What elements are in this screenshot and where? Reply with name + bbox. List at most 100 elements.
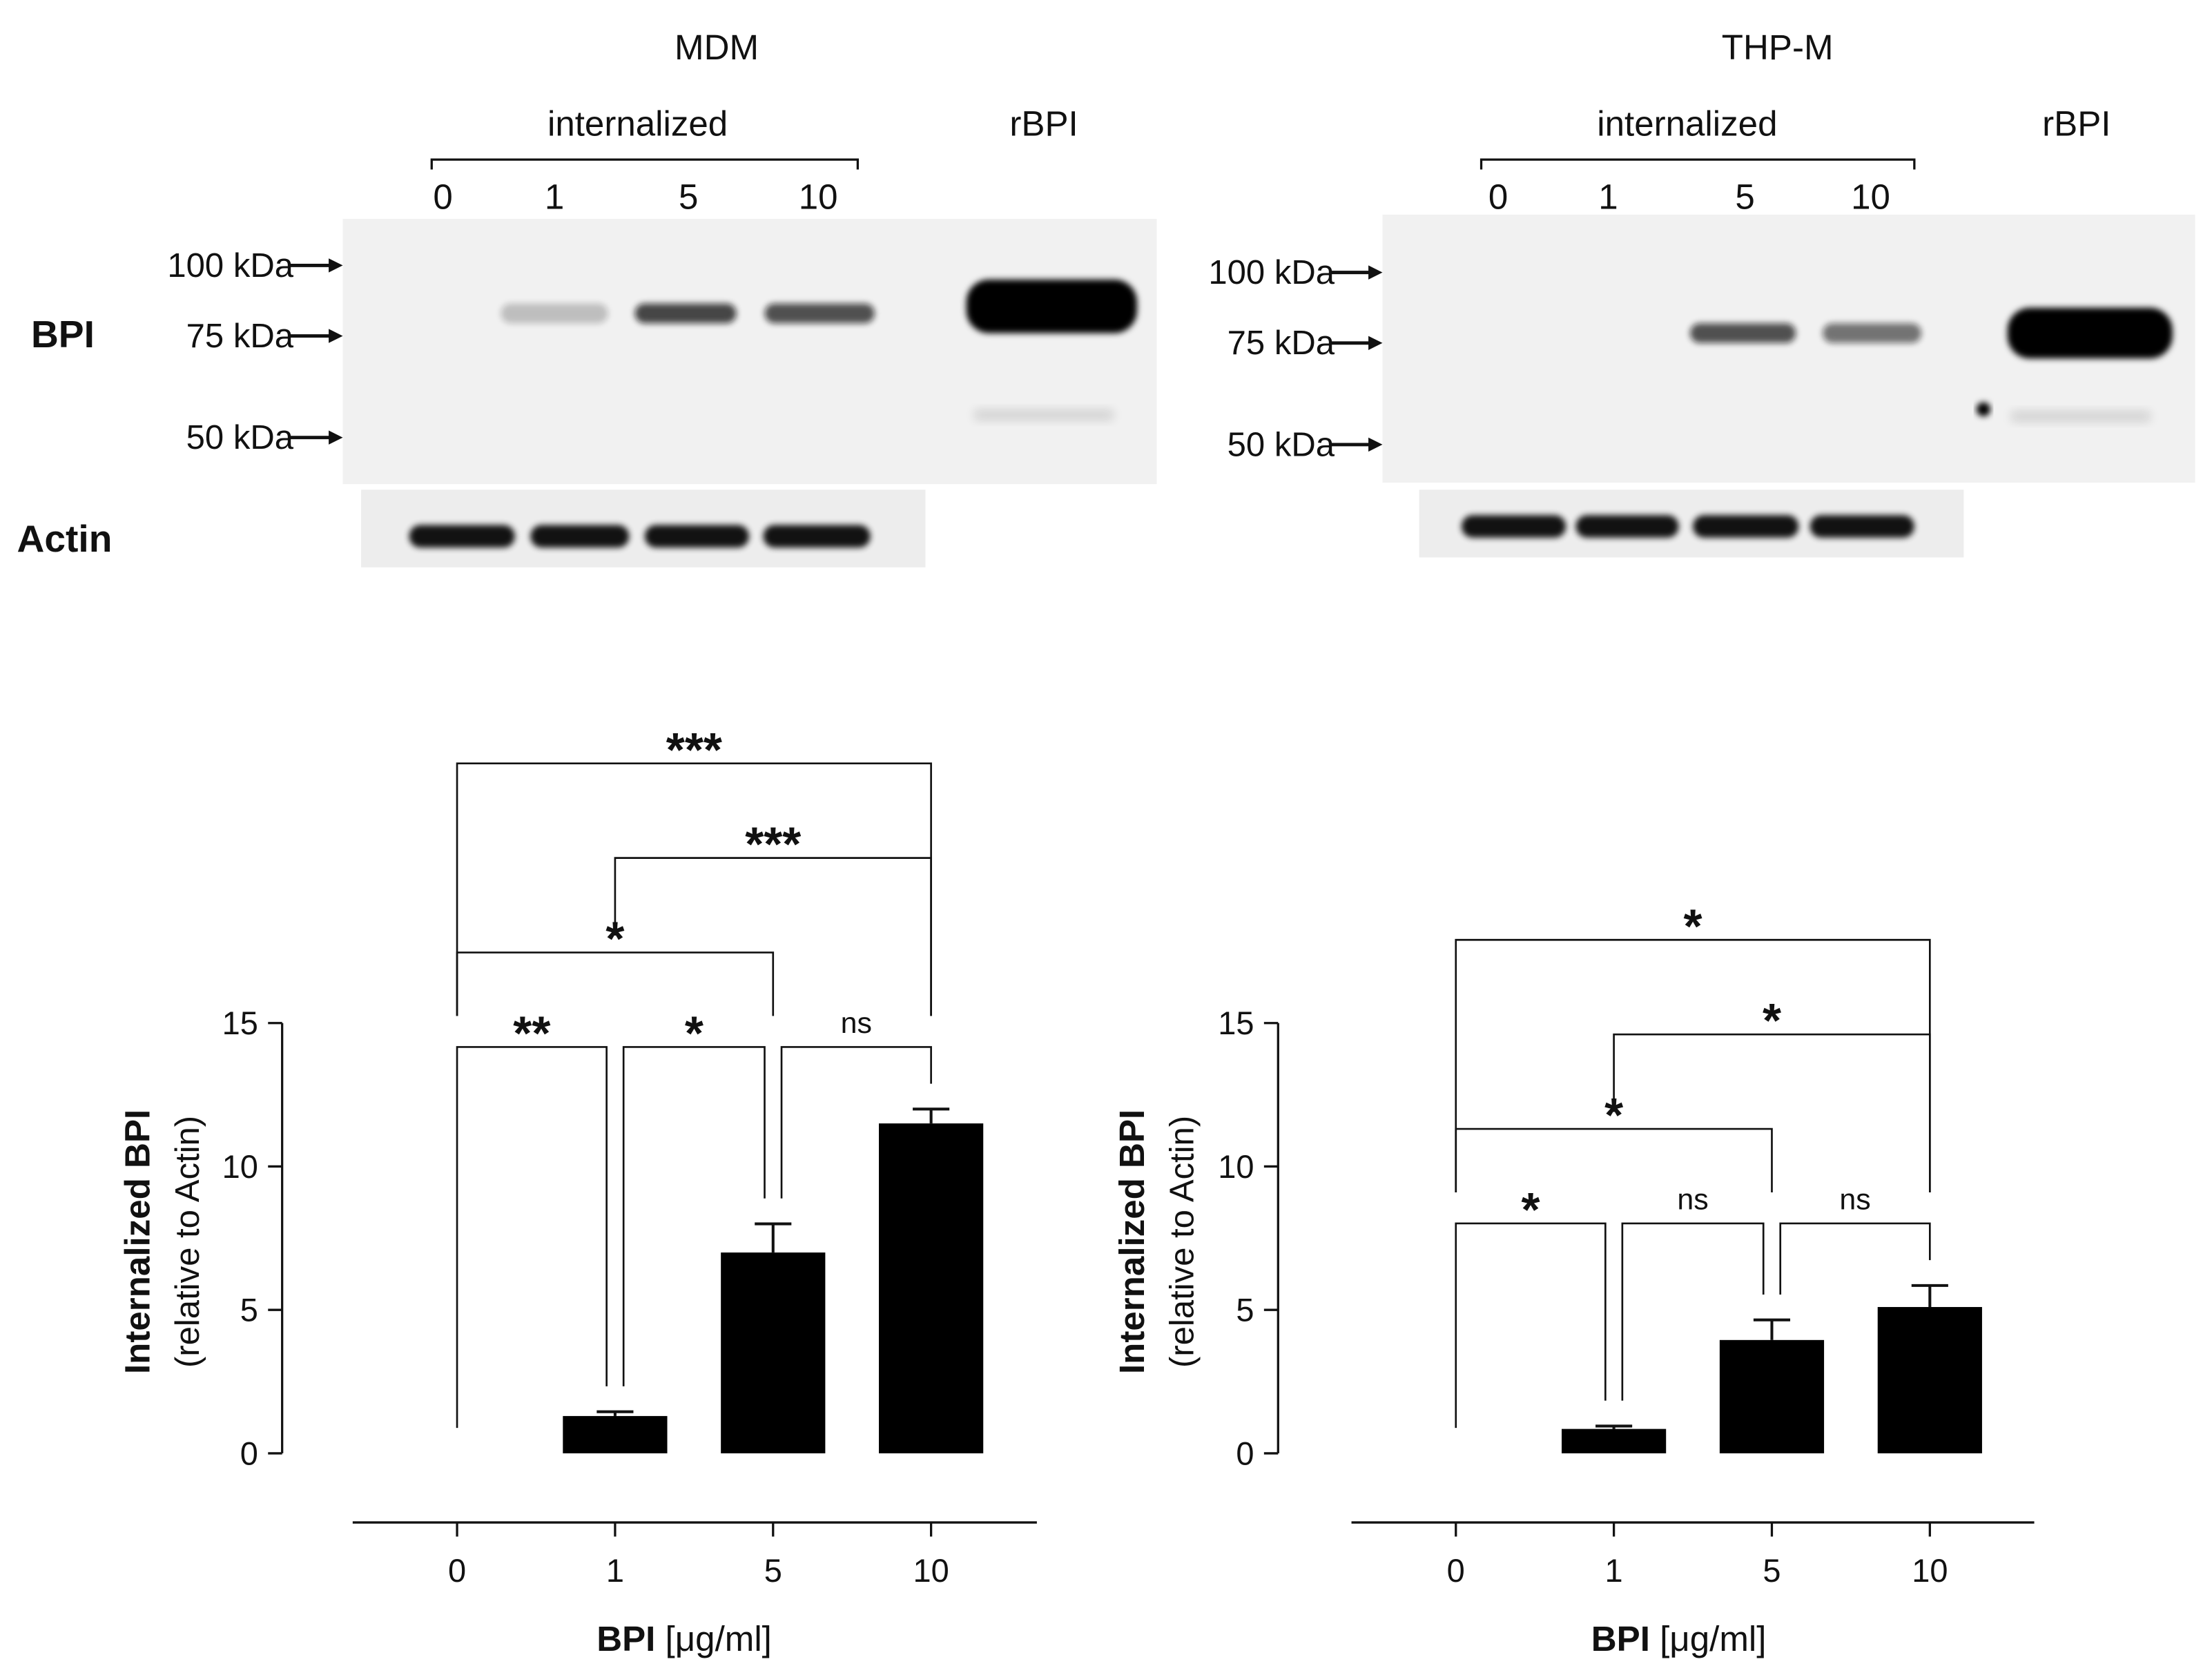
protein-band <box>764 303 875 324</box>
marker-arrowhead <box>1368 265 1383 280</box>
bar <box>721 1252 826 1453</box>
marker-arrowhead <box>329 258 343 273</box>
lane-label: 5 <box>1735 177 1754 217</box>
significance-label: ns <box>1677 1183 1708 1217</box>
marker-arrowhead <box>1368 336 1383 351</box>
marker-label: 100 kDa <box>167 247 293 284</box>
blot-spot <box>1976 402 1991 417</box>
y-axis-subtitle: (relative to Actin) <box>169 1116 206 1368</box>
group-label: internalized <box>547 104 728 143</box>
significance-label: * <box>685 1007 704 1061</box>
x-axis-title-name: BPI <box>596 1619 655 1658</box>
marker-label: 50 kDa <box>1228 426 1335 463</box>
significance-bracket <box>1779 1222 1931 1295</box>
y-tick-label: 0 <box>1236 1435 1254 1471</box>
marker-label: 50 kDa <box>186 419 294 456</box>
lane-label: 1 <box>1598 177 1618 217</box>
lane-label: 0 <box>1488 177 1508 217</box>
faint-band <box>973 409 1115 421</box>
actin-band <box>763 525 871 548</box>
reference-lane-label: rBPI <box>2042 104 2111 143</box>
bar <box>879 1123 984 1453</box>
error-bar <box>755 1222 792 1253</box>
significance-label: * <box>1522 1183 1540 1237</box>
y-tick-label: 15 <box>222 1005 258 1041</box>
lane-label: 10 <box>1851 177 1890 217</box>
group-bracket <box>430 158 860 170</box>
group-label: internalized <box>1597 104 1777 143</box>
y-tick-label: 5 <box>240 1292 258 1328</box>
lane-label: 0 <box>433 177 452 217</box>
group-bracket <box>1479 158 1916 170</box>
x-tick-label: 10 <box>913 1552 949 1589</box>
lane-label: 5 <box>679 177 698 217</box>
marker-label: 100 kDa <box>1208 254 1335 291</box>
x-tick-label: 0 <box>448 1552 466 1589</box>
x-axis-title-name: BPI <box>1591 1619 1650 1658</box>
reference-band <box>966 279 1137 333</box>
actin-band <box>1461 515 1566 538</box>
x-axis-title: BPI [μg/ml] <box>1591 1619 1767 1658</box>
protein-band <box>1823 323 1922 343</box>
x-axis-title: BPI [μg/ml] <box>596 1619 772 1658</box>
x-tick-label: 0 <box>1447 1552 1465 1589</box>
bar <box>1877 1307 1982 1453</box>
x-tick-label: 5 <box>764 1552 782 1589</box>
y-axis-subtitle: (relative to Actin) <box>1164 1116 1201 1368</box>
row-label: Actin <box>17 517 113 560</box>
significance-bracket <box>456 762 932 1016</box>
faint-band <box>2010 410 2152 423</box>
marker-arrowhead <box>1368 437 1383 452</box>
x-axis-title-unit: [μg/ml] <box>1650 1619 1767 1658</box>
lane-label: 10 <box>799 177 838 217</box>
blot-title: MDM <box>675 28 759 67</box>
y-axis-title: Internalized BPI <box>1112 1110 1152 1374</box>
significance-bracket <box>622 1046 766 1386</box>
bar <box>563 1415 668 1453</box>
marker-arrowhead <box>329 430 343 445</box>
significance-label: ns <box>841 1007 872 1040</box>
lane-label: 1 <box>545 177 564 217</box>
y-tick-label: 0 <box>240 1435 258 1471</box>
y-tick-label: 15 <box>1218 1005 1254 1041</box>
error-bar <box>1753 1318 1791 1340</box>
error-bar <box>1911 1284 1948 1308</box>
significance-label: * <box>1763 994 1781 1047</box>
y-tick-label: 10 <box>1218 1148 1254 1185</box>
actin-band <box>1693 515 1799 538</box>
protein-band <box>1689 323 1796 343</box>
y-tick-label: 10 <box>222 1148 258 1185</box>
actin-band <box>530 525 630 548</box>
y-axis-title: Internalized BPI <box>118 1110 157 1374</box>
reference-band <box>2007 307 2173 359</box>
error-bar <box>1595 1424 1633 1429</box>
significance-bracket <box>1455 938 1931 1193</box>
x-tick-label: 5 <box>1763 1552 1781 1589</box>
significance-bracket <box>1455 1222 1607 1429</box>
significance-label: ns <box>1839 1183 1870 1217</box>
significance-bracket <box>1621 1222 1765 1401</box>
blot-membrane <box>342 218 1157 485</box>
actin-band <box>1575 515 1679 538</box>
significance-bracket <box>456 1046 608 1429</box>
significance-bracket <box>780 1046 932 1199</box>
significance-label: * <box>1684 899 1702 953</box>
protein-band <box>501 303 608 324</box>
marker-label: 75 kDa <box>186 318 294 355</box>
x-tick-label: 1 <box>606 1552 624 1589</box>
marker-label: 75 kDa <box>1228 325 1335 362</box>
x-tick-label: 10 <box>1912 1552 1948 1589</box>
significance-label: ** <box>513 1007 550 1061</box>
x-tick-label: 1 <box>1605 1552 1623 1589</box>
x-axis-title-unit: [μg/ml] <box>655 1619 772 1658</box>
error-bar <box>913 1107 950 1124</box>
actin-band <box>409 525 515 548</box>
bar <box>1562 1429 1667 1453</box>
significance-label: *** <box>666 723 722 777</box>
bar <box>1719 1339 1825 1453</box>
blot-title: THP-M <box>1722 28 1834 67</box>
row-label: BPI <box>31 313 95 356</box>
protein-band <box>634 303 737 324</box>
actin-band <box>644 525 750 548</box>
